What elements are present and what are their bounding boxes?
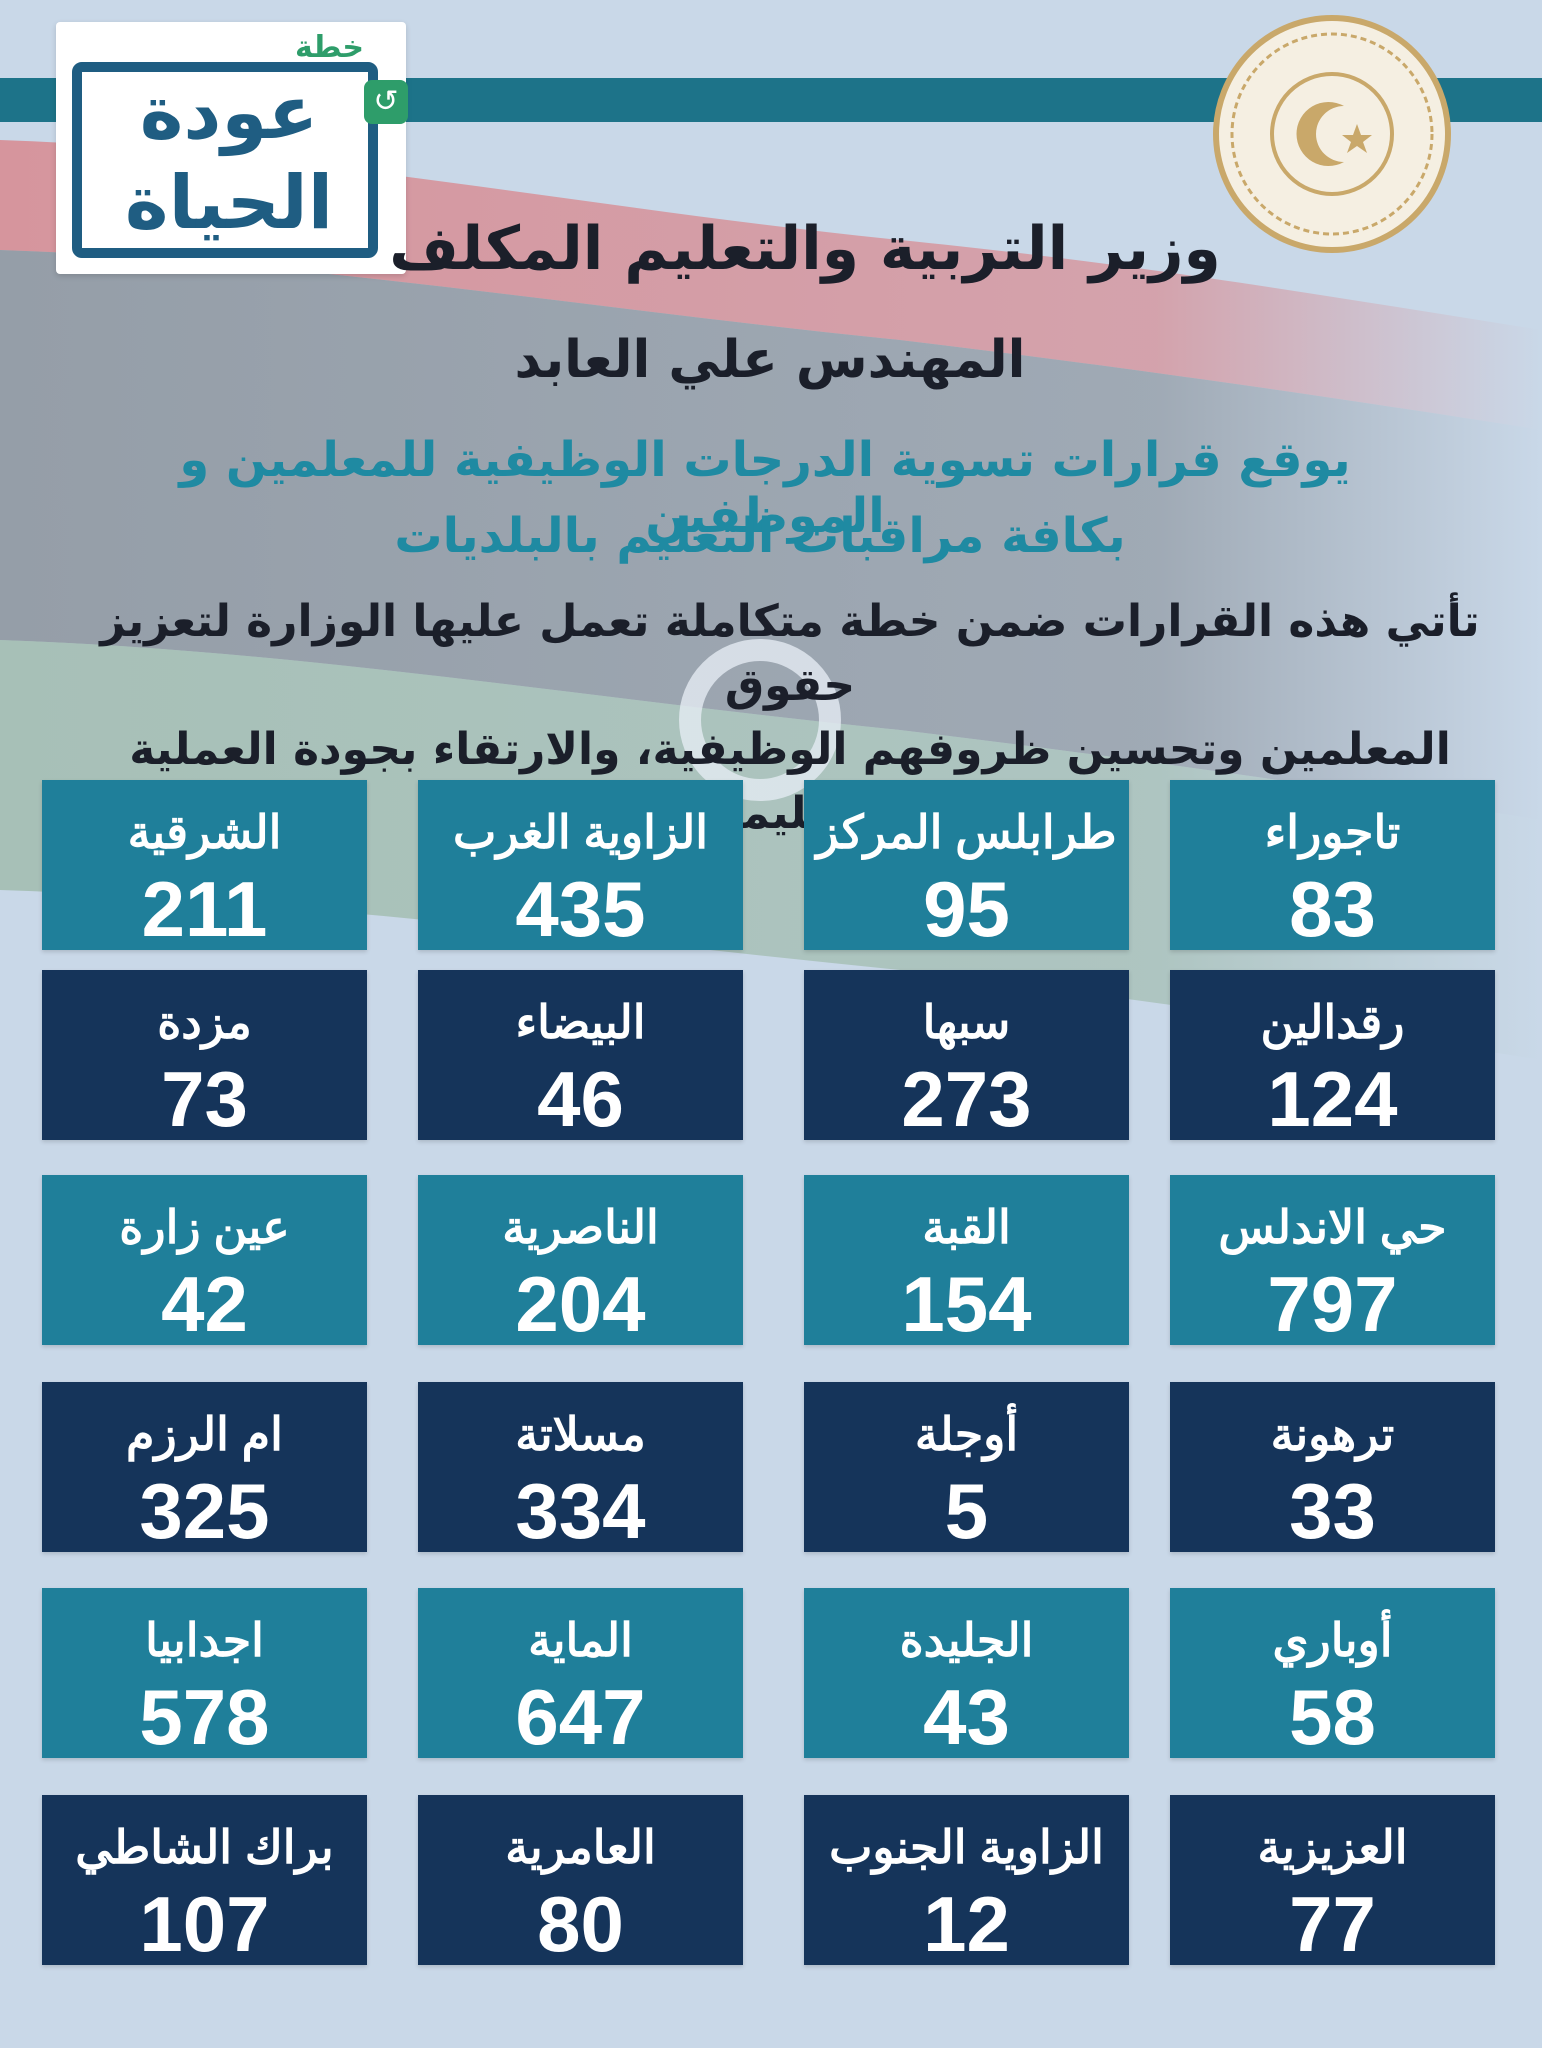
municipality-tile: الماية 647	[418, 1588, 743, 1761]
municipality-count: 80	[537, 1880, 624, 1968]
municipality-name: أوجلة	[914, 1408, 1019, 1460]
municipality-tile: الزاوية الجنوب 12	[804, 1795, 1129, 1968]
municipality-count: 435	[515, 865, 646, 953]
municipality-name: مسلاتة	[515, 1408, 646, 1460]
municipality-count: 797	[1267, 1260, 1398, 1348]
municipality-tile: أوباري 58	[1170, 1588, 1495, 1761]
municipality-name: القبة	[922, 1201, 1011, 1253]
municipality-tile: عين زارة 42	[42, 1175, 367, 1348]
municipality-name: أوباري	[1272, 1614, 1393, 1666]
municipality-name: الزاوية الجنوب	[829, 1821, 1104, 1873]
municipality-count: 33	[1289, 1467, 1376, 1555]
municipality-name: ترهونة	[1270, 1408, 1395, 1460]
municipality-count: 647	[515, 1673, 646, 1761]
municipality-count: 83	[1289, 865, 1376, 953]
municipality-name: العامرية	[505, 1821, 656, 1873]
municipality-tile: العزيزية 77	[1170, 1795, 1495, 1968]
return-to-life-logo: خطة عودة الحياة ↺	[56, 22, 408, 274]
municipality-name: الشرقية	[127, 806, 282, 858]
municipality-tile: طرابلس المركز 95	[804, 780, 1129, 953]
municipality-name: الماية	[528, 1614, 633, 1666]
minister-name: المهندس علي العابد	[514, 330, 1026, 390]
description: تأتي هذه القرارات ضمن خطة متكاملة تعمل ع…	[60, 590, 1520, 846]
municipality-tile: العامرية 80	[418, 1795, 743, 1968]
municipality-name: اجدابيا	[145, 1614, 264, 1666]
municipality-name: براك الشاطي	[75, 1821, 334, 1873]
municipality-tile: رقدالين 124	[1170, 970, 1495, 1143]
logo-frame	[72, 62, 378, 258]
municipality-name: مزدة	[157, 996, 252, 1048]
logo-arrow-icon: ↺	[364, 80, 408, 124]
municipality-count: 73	[161, 1055, 248, 1143]
municipality-tile: القبة 154	[804, 1175, 1129, 1348]
municipality-name: تاجوراء	[1264, 806, 1401, 858]
municipality-count: 204	[515, 1260, 646, 1348]
municipality-count: 77	[1289, 1880, 1376, 1968]
municipality-name: الزاوية الغرب	[452, 806, 709, 858]
municipality-tile: سبها 273	[804, 970, 1129, 1143]
page-title: وزير التربية والتعليم المكلف	[389, 214, 1221, 284]
municipality-count: 107	[139, 1880, 270, 1968]
logo-line1: عودة	[139, 70, 319, 156]
municipality-name: حي الاندلس	[1218, 1201, 1447, 1253]
municipality-name: ام الرزم	[126, 1408, 283, 1460]
municipality-tile: مزدة 73	[42, 970, 367, 1143]
municipality-count: 154	[901, 1260, 1032, 1348]
municipality-tile: الشرقية 211	[42, 780, 367, 953]
municipality-name: سبها	[922, 996, 1011, 1048]
municipality-tile: اجدابيا 578	[42, 1588, 367, 1761]
municipality-tile: الناصرية 204	[418, 1175, 743, 1348]
municipality-count: 273	[901, 1055, 1032, 1143]
municipality-name: الناصرية	[502, 1201, 659, 1253]
municipality-tile: ام الرزم 325	[42, 1382, 367, 1555]
municipality-name: طرابلس المركز	[816, 806, 1117, 858]
logo-line2: الحياة	[124, 160, 334, 246]
municipality-tile: حي الاندلس 797	[1170, 1175, 1495, 1348]
municipality-name: عين زارة	[119, 1201, 290, 1253]
municipality-count: 211	[141, 865, 268, 953]
municipality-count: 124	[1267, 1055, 1398, 1143]
municipality-name: البيضاء	[515, 996, 646, 1048]
municipality-name: العزيزية	[1257, 1821, 1408, 1873]
municipality-count: 578	[139, 1673, 270, 1761]
ministry-seal-emblem	[1213, 15, 1451, 253]
municipality-count: 5	[944, 1467, 989, 1555]
municipality-tile: الجليدة 43	[804, 1588, 1129, 1761]
municipality-count: 42	[161, 1260, 248, 1348]
municipality-count: 325	[139, 1467, 270, 1555]
municipality-tile: تاجوراء 83	[1170, 780, 1495, 953]
municipality-tile: مسلاتة 334	[418, 1382, 743, 1555]
municipality-count: 334	[515, 1467, 646, 1555]
logo-small-word: خطة	[294, 30, 364, 65]
municipality-count: 46	[537, 1055, 624, 1143]
municipality-name: الجليدة	[899, 1614, 1034, 1666]
municipality-count: 58	[1289, 1673, 1376, 1761]
municipality-count: 95	[923, 865, 1010, 953]
subtitle-line1: يوقع قرارات تسوية الدرجات الوظيفية للمعل…	[179, 432, 1351, 544]
subtitle-line2: بكافة مراقبات التعليم بالبلديات	[394, 508, 1126, 564]
municipality-tile: أوجلة 5	[804, 1382, 1129, 1555]
municipality-count: 43	[923, 1673, 1010, 1761]
municipality-tile: براك الشاطي 107	[42, 1795, 367, 1968]
municipality-count: 12	[923, 1880, 1010, 1968]
description-line1: تأتي هذه القرارات ضمن خطة متكاملة تعمل ع…	[100, 596, 1480, 711]
municipality-tile: البيضاء 46	[418, 970, 743, 1143]
municipality-tile: الزاوية الغرب 435	[418, 780, 743, 953]
municipality-tile: ترهونة 33	[1170, 1382, 1495, 1555]
municipality-name: رقدالين	[1260, 996, 1405, 1048]
